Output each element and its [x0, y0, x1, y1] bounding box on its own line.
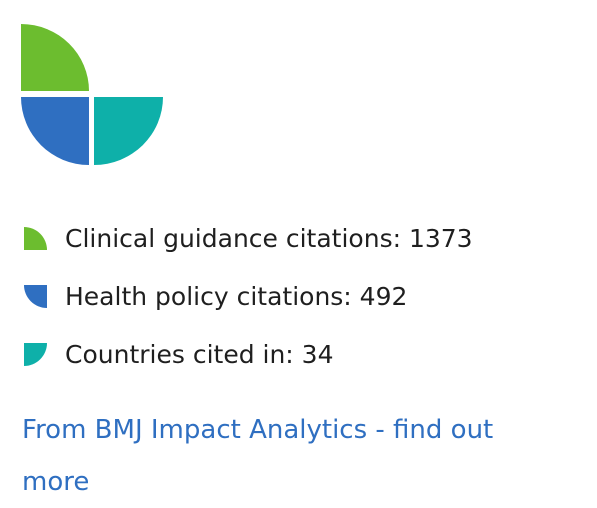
clinical-guidance-row: Clinical guidance citations: 1373 — [24, 220, 473, 256]
countries-cited-label: Countries cited in: 34 — [65, 339, 334, 369]
bmj-impact-analytics-logo — [20, 24, 164, 166]
logo-green-quarter — [21, 24, 89, 91]
health-policy-label: Health policy citations: 492 — [65, 281, 408, 311]
green-quarter-icon — [24, 226, 47, 250]
countries-cited-row: Countries cited in: 34 — [24, 336, 333, 372]
health-policy-row: Health policy citations: 492 — [24, 278, 407, 314]
logo-blue-quarter — [21, 97, 89, 165]
logo-teal-quarter — [94, 97, 163, 165]
blue-quarter-icon — [24, 284, 47, 308]
impact-analytics-link[interactable]: From BMJ Impact Analytics - find out mor… — [22, 415, 494, 497]
teal-quarter-icon — [24, 342, 47, 366]
clinical-guidance-label: Clinical guidance citations: 1373 — [65, 223, 473, 253]
